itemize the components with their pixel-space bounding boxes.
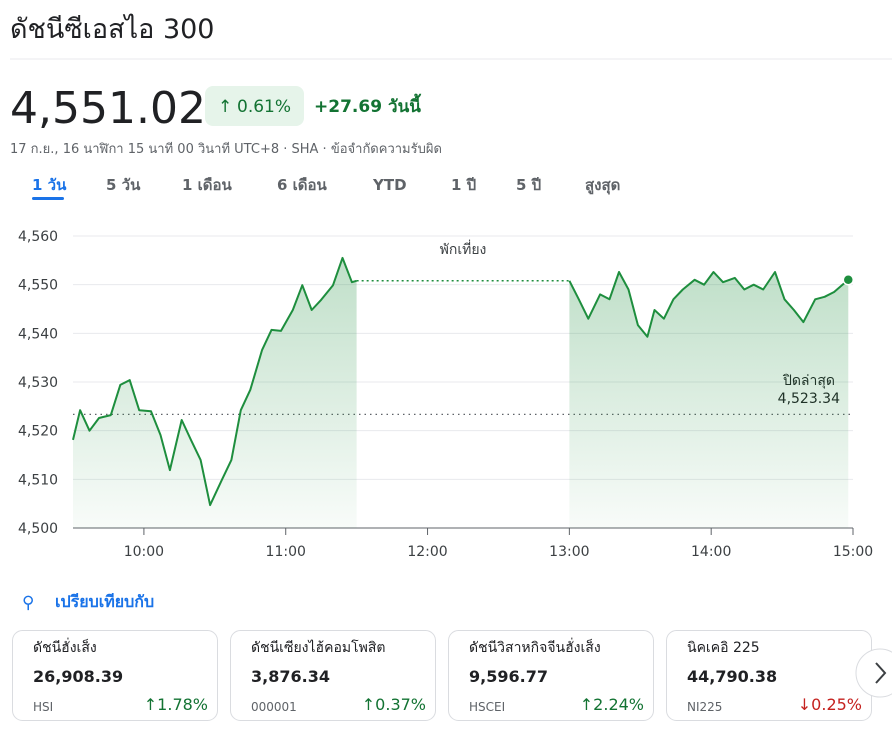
card-change: ↑0.37% (362, 695, 426, 714)
card-change-arrow: ↑ (362, 695, 375, 714)
compare-link[interactable]: เปรียบเทียบกับ (55, 592, 154, 611)
card-price: 26,908.39 (33, 667, 123, 686)
y-tick-label: 4,550 (18, 278, 58, 294)
change-abs-value: +27.69 (314, 97, 382, 117)
range-tab[interactable]: 1 ปี (451, 176, 476, 194)
card-name: ดัชนีวิสาหกิจจีนฮั่งเส็ง (469, 638, 601, 656)
lunch-break-label: พักเที่ยง (440, 240, 487, 258)
range-tab[interactable]: 5 ปี (516, 176, 541, 194)
card-code: HSCEI (469, 700, 505, 714)
card[interactable] (12, 630, 218, 721)
range-tab[interactable]: YTD (372, 176, 407, 194)
title: ดัชนีซีเอสไอ 300 (10, 14, 214, 45)
card[interactable] (230, 630, 436, 721)
range-tab[interactable]: 1 เดือน (182, 176, 233, 194)
change-arrow: ↑ (218, 97, 232, 117)
y-tick-label: 4,500 (18, 521, 58, 537)
change-abs: +27.69 วันนี้ (314, 93, 421, 117)
x-tick-label: 14:00 (691, 544, 731, 560)
card-change-arrow: ↑ (144, 695, 157, 714)
range-tab[interactable]: 1 วัน (32, 176, 67, 194)
range-tab[interactable]: สูงสุด (585, 176, 620, 195)
change-pill (205, 86, 304, 126)
change-percent: 0.61% (237, 97, 291, 117)
price-line (72, 256, 357, 507)
area-fill (73, 257, 357, 528)
card-code: HSI (33, 700, 53, 714)
y-tick-label: 4,530 (18, 375, 58, 391)
range-tabs: 1 วัน 5 วัน 1 เดือน 6 เดือน YTD 1 ปี 5 ปี สูงสุ… (32, 176, 620, 200)
active-tab-indicator (32, 197, 64, 200)
card-price: 9,596.77 (469, 667, 548, 686)
x-tick-label: 15:00 (833, 544, 873, 560)
card-name: ดัชนีฮั่งเส็ง (33, 638, 97, 656)
card-change-arrow: ↑ (580, 695, 593, 714)
disclaimer-link[interactable]: ข้อจำกัดความรับผิด (331, 142, 442, 157)
x-tick-label: 13:00 (549, 544, 589, 560)
y-tick-label: 4,540 (18, 326, 58, 342)
card-price: 44,790.38 (687, 667, 777, 686)
card-change: ↑2.24% (580, 695, 644, 714)
card-change-value: 0.37% (375, 695, 426, 714)
chart: 4,500 4,510 4,520 4,530 4,540 4,550 4,560 10:00… (18, 229, 873, 560)
y-tick-label: 4,560 (18, 229, 58, 245)
card-name: ดัชนีเซียงไฮ้คอมโพสิต (251, 639, 385, 656)
card-price: 3,876.34 (251, 667, 330, 686)
next-button[interactable] (855, 648, 892, 698)
next-icon (875, 662, 887, 684)
card-change-value: 0.25% (811, 695, 862, 714)
price: 4,551.02 (10, 83, 206, 134)
search-icon[interactable]: ⚲ (22, 593, 34, 613)
card-change: ↑1.78% (144, 695, 208, 714)
price-line (568, 271, 849, 338)
card-change-value: 1.78% (157, 695, 208, 714)
card-change-arrow: ↓ (798, 695, 811, 714)
card-change: ↓0.25% (798, 695, 862, 714)
range-tab[interactable]: 5 วัน (106, 176, 141, 194)
card-code: NI225 (687, 700, 722, 714)
x-tick-label: 11:00 (266, 544, 306, 560)
y-tick-label: 4,520 (18, 424, 58, 440)
timestamp-text: 17 ก.ย., 16 นาฬิกา 15 นาที 00 วินาที UTC… (10, 141, 331, 157)
card-code: 000001 (251, 700, 297, 714)
x-tick-label: 10:00 (124, 544, 164, 560)
y-tick-label: 4,510 (18, 472, 58, 488)
area-fill (569, 272, 849, 528)
change-period: วันนี้ (388, 93, 421, 117)
card-name: นิคเคอิ 225 (687, 640, 760, 656)
timestamp: 17 ก.ย., 16 นาฬิกา 15 นาที 00 วินาที UTC… (10, 141, 442, 157)
card[interactable] (448, 630, 654, 721)
card-change-value: 2.24% (593, 695, 644, 714)
range-tab[interactable]: 6 เดือน (277, 176, 328, 194)
x-tick-label: 12:00 (407, 544, 447, 560)
last-point (842, 273, 855, 286)
